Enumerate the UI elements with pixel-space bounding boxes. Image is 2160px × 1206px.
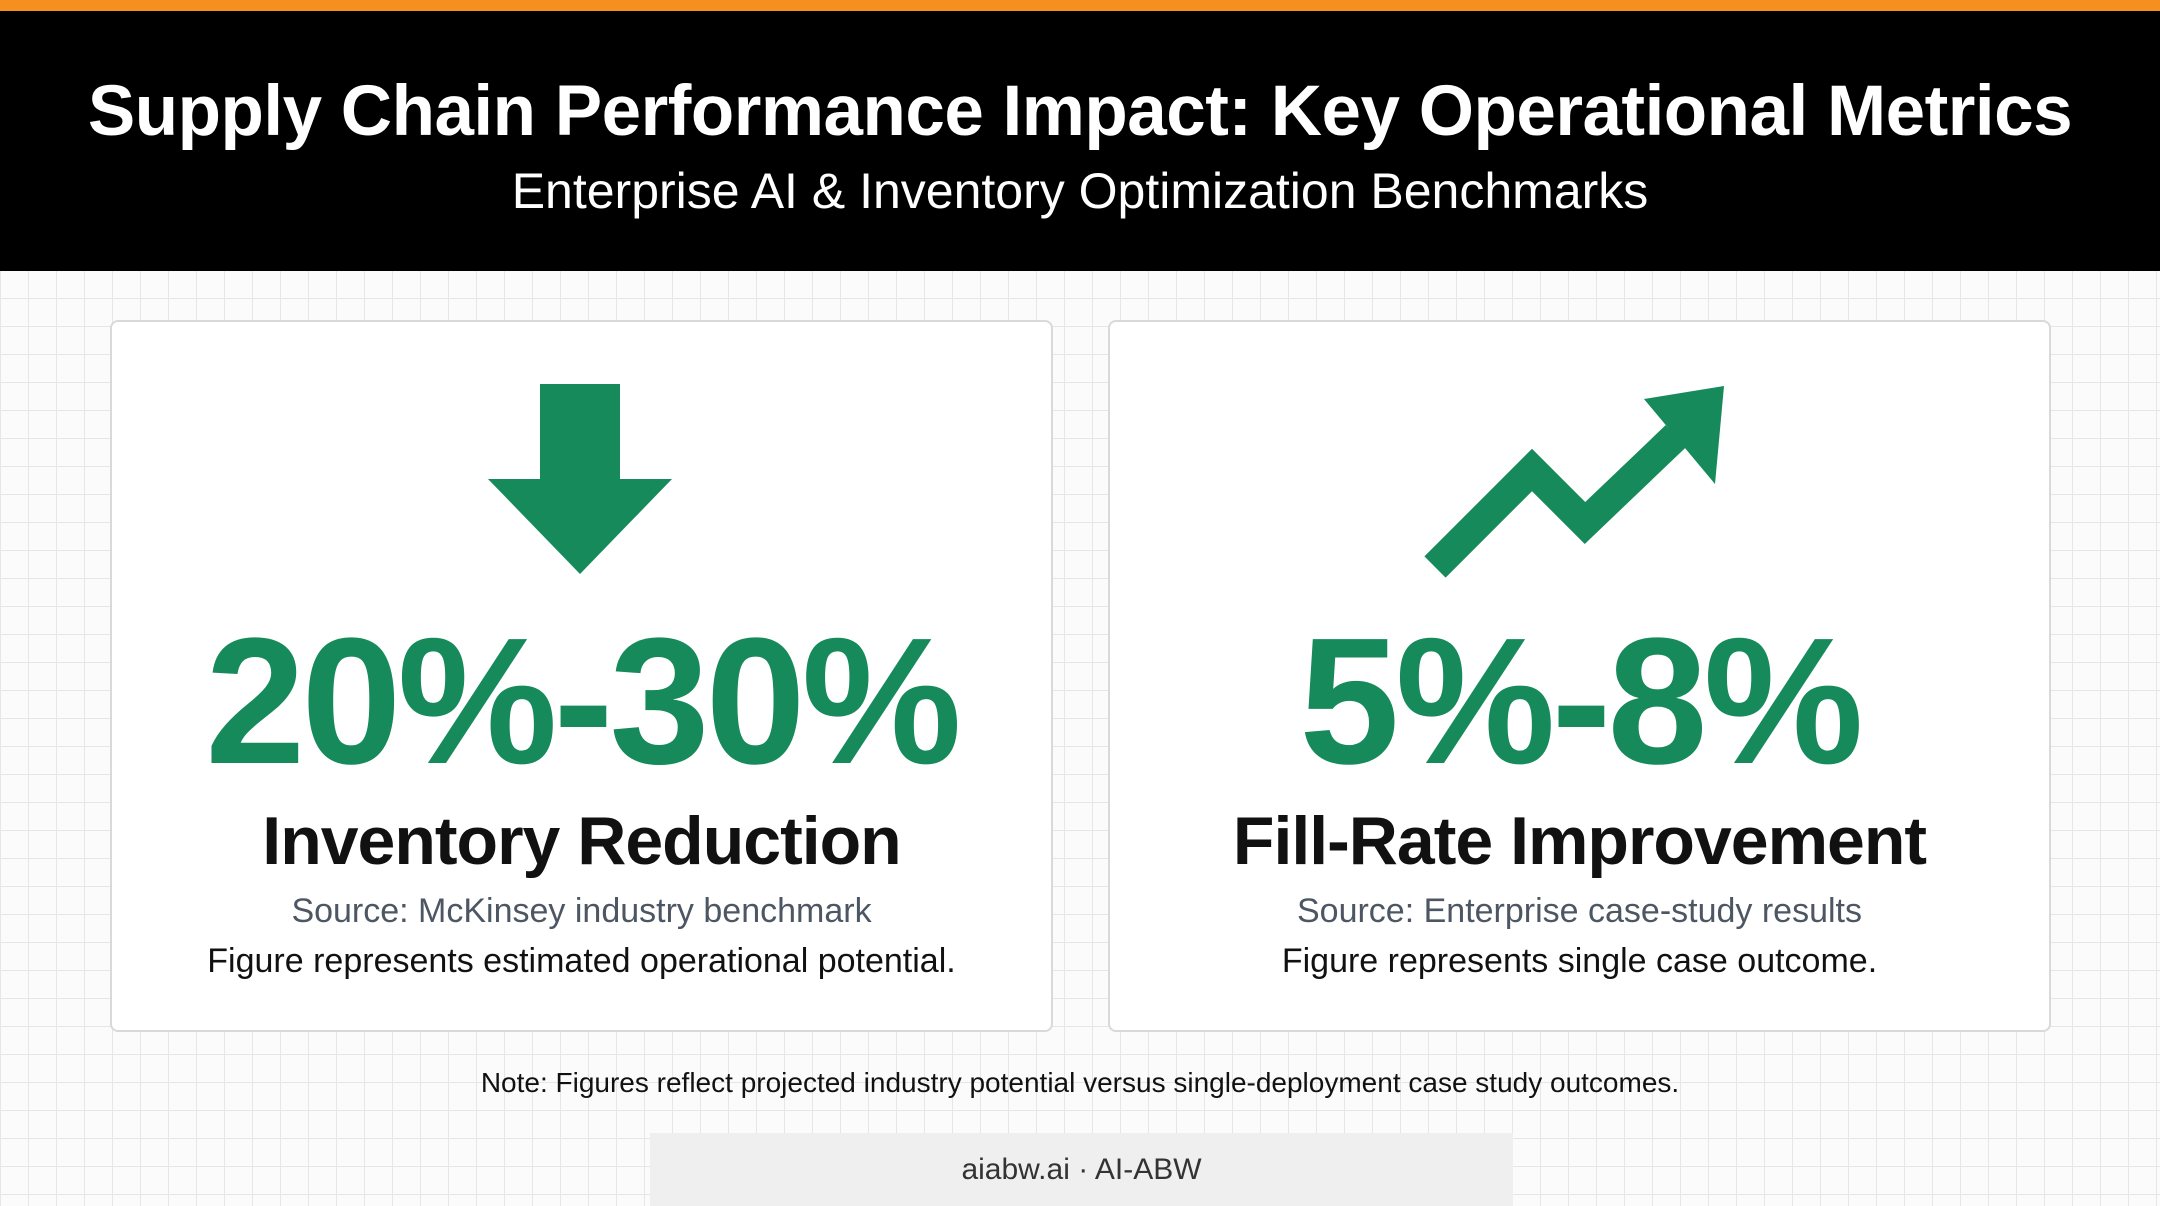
metric-source: Source: McKinsey industry benchmark — [291, 892, 872, 930]
metric-description: Figure represents estimated operational … — [207, 942, 956, 980]
metric-label: Inventory Reduction — [262, 803, 901, 879]
metric-value: 20%-30% — [205, 601, 961, 802]
metric-card-fill-rate: 5%-8% Fill-Rate Improvement Source: Ente… — [1108, 320, 2051, 1032]
arrow-down-icon — [112, 384, 1051, 584]
metric-description: Figure represents single case outcome. — [1281, 942, 1878, 980]
trend-up-arrow-icon — [1110, 384, 2049, 584]
page-subtitle: Enterprise AI & Inventory Optimization B… — [511, 163, 1649, 219]
footer-credit: aiabw.ai · AI-ABW — [650, 1133, 1513, 1206]
footnote: Note: Figures reflect projected industry… — [480, 1067, 1680, 1098]
metric-label: Fill-Rate Improvement — [1232, 803, 1927, 879]
metric-source: Source: Enterprise case-study results — [1296, 892, 1863, 930]
metric-value: 5%-8% — [1299, 601, 1863, 802]
page-title: Supply Chain Performance Impact: Key Ope… — [87, 72, 2073, 151]
header-banner: Supply Chain Performance Impact: Key Ope… — [0, 11, 2160, 271]
metric-card-inventory: 20%-30% Inventory Reduction Source: McKi… — [110, 320, 1053, 1032]
top-accent-bar — [0, 0, 2160, 11]
